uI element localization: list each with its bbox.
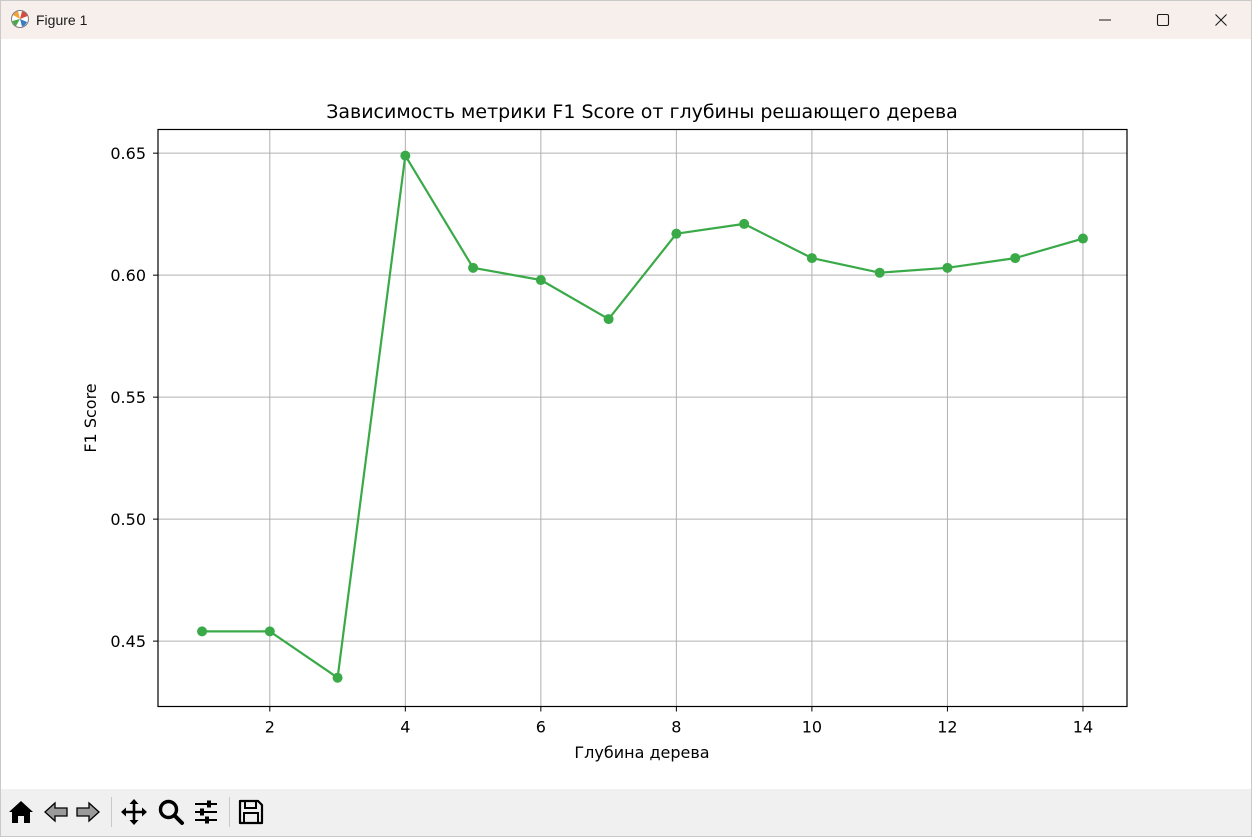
minimize-button[interactable] (1076, 1, 1134, 39)
save-icon (238, 799, 264, 825)
data-point (535, 275, 546, 286)
x-tick-label: 6 (536, 718, 546, 737)
grid (158, 129, 1127, 707)
forward-button[interactable] (71, 795, 105, 829)
matplotlib-app-icon (10, 9, 30, 29)
series-line (202, 154, 1084, 679)
back-button[interactable] (39, 795, 73, 829)
pan-button[interactable] (117, 795, 151, 829)
maximize-icon (1156, 13, 1170, 27)
y-axis-label: F1 Score (81, 383, 100, 452)
data-point (603, 314, 614, 325)
data-point (332, 672, 343, 683)
data-point (468, 262, 479, 273)
configure-subplots-button[interactable] (189, 795, 223, 829)
save-button[interactable] (234, 795, 268, 829)
y-tick-label: 0.55 (110, 388, 146, 407)
data-point (197, 626, 208, 637)
home-button[interactable] (4, 795, 38, 829)
close-button[interactable] (1192, 1, 1250, 39)
y-tick-label: 0.65 (110, 144, 146, 163)
zoom-icon (158, 799, 184, 825)
toolbar-separator (111, 797, 112, 827)
series-layer (202, 154, 1084, 679)
points-layer (197, 150, 1088, 683)
data-point (1077, 233, 1088, 244)
plot-frame (157, 128, 1128, 708)
line-chart: Зависимость метрики F1 Score от глубины … (81, 101, 1128, 762)
y-tick-label: 0.45 (110, 632, 146, 651)
data-point (806, 253, 817, 264)
x-tick-label: 14 (1073, 718, 1093, 737)
x-tick-label: 12 (937, 718, 957, 737)
title-bar: Figure 1 (1, 1, 1251, 39)
y-tick-label: 0.50 (110, 510, 146, 529)
toolbar-separator (229, 797, 230, 827)
window-title: Figure 1 (36, 12, 88, 28)
x-axis-ticks: 2 4 6 8 10 12 14 (265, 706, 1093, 737)
x-tick-label: 4 (400, 718, 410, 737)
close-icon (1215, 14, 1227, 26)
x-axis-label: Глубина дерева (574, 743, 709, 762)
chart-title: Зависимость метрики F1 Score от глубины … (326, 101, 958, 123)
navigation-toolbar (1, 789, 1251, 836)
zoom-button[interactable] (154, 795, 188, 829)
back-icon (44, 801, 68, 823)
x-tick-label: 8 (671, 718, 681, 737)
data-point (942, 262, 953, 273)
figure-canvas[interactable]: Зависимость метрики F1 Score от глубины … (1, 39, 1251, 789)
data-point (1010, 253, 1021, 264)
forward-icon (76, 801, 100, 823)
data-point (671, 228, 682, 239)
data-point (739, 218, 750, 229)
data-point (400, 150, 411, 161)
data-point (264, 626, 275, 637)
home-icon (9, 801, 33, 823)
minimize-icon (1099, 19, 1111, 21)
x-tick-label: 10 (802, 718, 822, 737)
maximize-button[interactable] (1134, 1, 1192, 39)
pan-icon (121, 799, 147, 825)
x-tick-label: 2 (265, 718, 275, 737)
y-tick-label: 0.60 (110, 266, 146, 285)
data-point (874, 267, 885, 278)
y-axis-ticks: 0.45 0.50 0.55 0.60 0.65 (110, 144, 158, 651)
configure-subplots-icon (195, 800, 217, 824)
